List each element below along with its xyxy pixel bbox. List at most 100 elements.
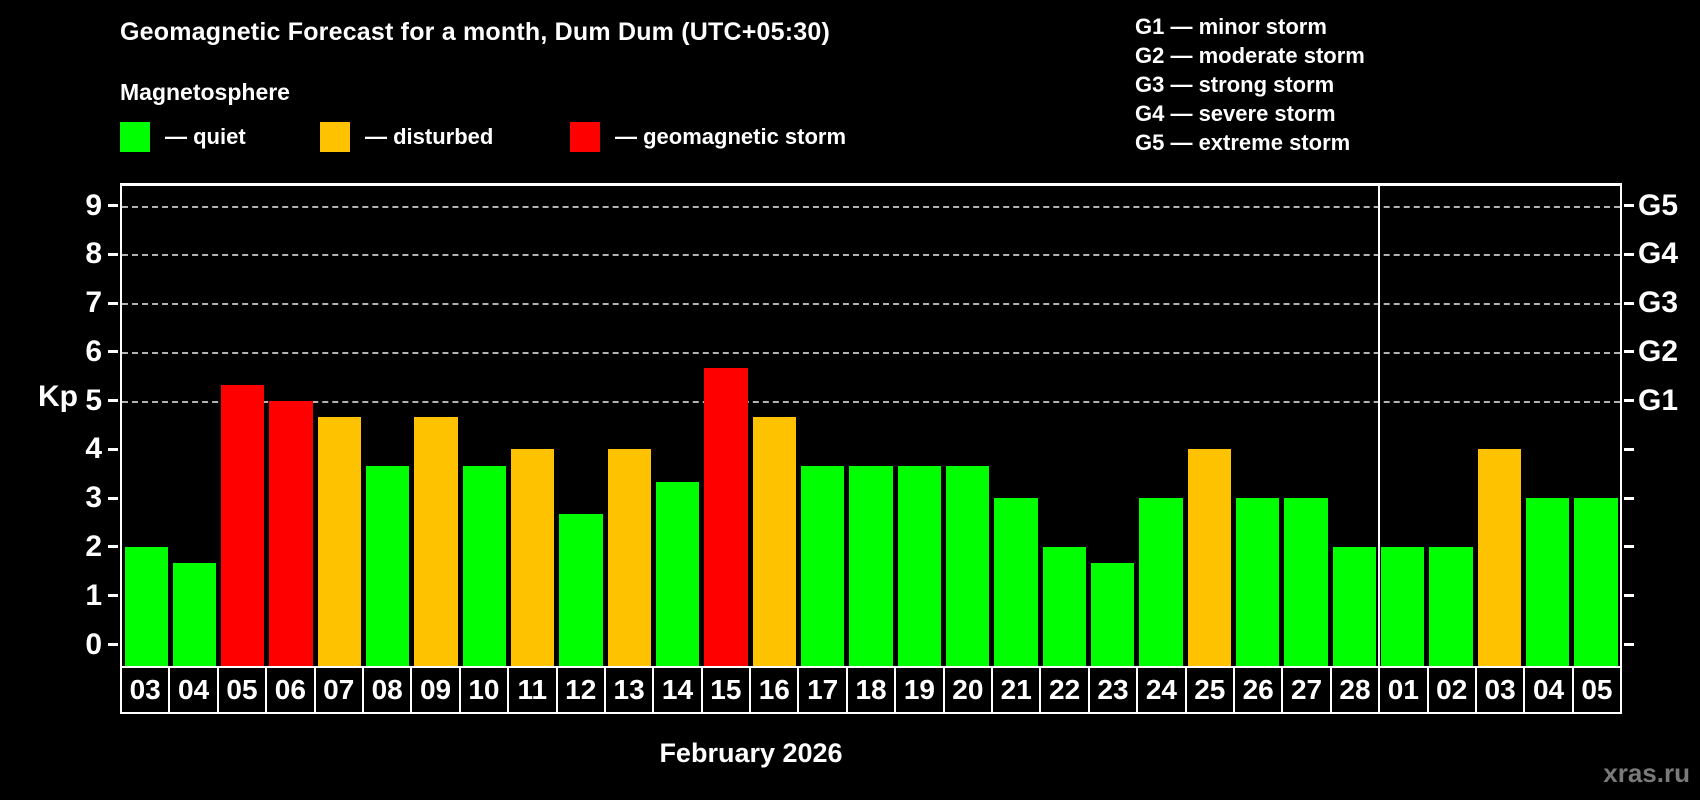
bar-slot-26 <box>1234 186 1282 666</box>
g-scale-label-g1: G1 <box>1638 383 1679 417</box>
y-tick-label-5: 5 <box>85 383 102 417</box>
kp-bar-day-11 <box>511 449 555 666</box>
bar-slot-10 <box>460 186 508 666</box>
kp-bar-day-02 <box>1429 546 1473 666</box>
y-tick-left-8 <box>108 252 118 256</box>
day-label-cell-mar-01: 01 <box>1378 666 1429 714</box>
bar-slot-12 <box>557 186 605 666</box>
gridline-kp6 <box>122 351 1620 354</box>
day-label-cell-feb-10: 10 <box>458 666 510 714</box>
bar-slot-05 <box>1572 186 1620 666</box>
y-tick-left-1 <box>108 594 118 598</box>
day-label-cell-feb-08: 08 <box>361 666 413 714</box>
kp-bar-day-03 <box>1477 449 1522 666</box>
day-label-cell-mar-03: 03 <box>1474 666 1526 714</box>
bar-slot-28 <box>1330 186 1378 666</box>
bar-slot-24 <box>1137 186 1185 666</box>
bar-slot-23 <box>1089 186 1137 666</box>
x-axis-day-labels: 03 04 05 06 07 08 09 10 11 12 13 14 15 16 17 18 19 20 21 22… <box>120 666 1623 714</box>
day-label-cell-feb-04: 04 <box>168 666 219 714</box>
chart-title: Geomagnetic Forecast for a month, Dum Du… <box>120 18 831 46</box>
bar-slot-22 <box>1040 186 1088 666</box>
kp-bar-day-23 <box>1091 563 1135 666</box>
gridline-kp5 <box>122 400 1620 403</box>
bars-container <box>122 186 1620 666</box>
day-label-cell-feb-22: 22 <box>1039 666 1090 714</box>
plot-inner: 0 1 2 3 4 5 6 7 8 9 G1 G2 G3 G4 G5 <box>85 186 1678 666</box>
y-tick-label-3: 3 <box>85 481 102 515</box>
y-tick-label-4: 4 <box>85 432 102 466</box>
day-label-cell-feb-14: 14 <box>652 666 703 714</box>
gridline-kp9 <box>122 205 1620 208</box>
y-tick-right-8 <box>1624 252 1634 256</box>
plot-area: 0 1 2 3 4 5 6 7 8 9 G1 G2 G3 G4 G5 <box>85 183 1678 668</box>
storm-scale-g2: G2 — moderate storm <box>1135 43 1365 68</box>
y-tick-left-5 <box>108 399 118 403</box>
month-separator <box>1378 186 1381 666</box>
chart-subtitle: Magnetosphere <box>120 79 290 105</box>
legend-label-storm: — geomagnetic storm <box>615 124 847 149</box>
gridline-kp7 <box>122 303 1620 306</box>
g-scale-label-g3: G3 <box>1638 286 1679 320</box>
kp-bar-day-12 <box>559 514 603 666</box>
bar-slot-11 <box>509 186 557 666</box>
kp-bar-day-17 <box>801 465 845 666</box>
y-tick-left-0 <box>108 643 118 647</box>
bar-slot-08 <box>364 186 412 666</box>
kp-bar-day-26 <box>1236 498 1280 666</box>
kp-bar-day-05 <box>221 384 265 666</box>
bar-slot-17 <box>799 186 847 666</box>
watermark: xras.ru <box>1603 758 1690 788</box>
kp-bar-day-04 <box>1526 498 1570 666</box>
legend-item-quiet: — quiet <box>120 121 246 153</box>
bar-slot-16 <box>750 186 798 666</box>
x-axis-title: February 2026 <box>659 738 843 768</box>
day-label-cell-feb-20: 20 <box>942 666 994 714</box>
kp-bar-day-08 <box>366 465 410 666</box>
bar-slot-06 <box>267 186 315 666</box>
y-tick-left-7 <box>108 301 118 305</box>
y-tick-right-1 <box>1624 594 1634 598</box>
bar-slot-20 <box>944 186 992 666</box>
y-tick-label-0: 0 <box>85 627 102 661</box>
legend-label-quiet: — quiet <box>165 124 246 149</box>
y-tick-label-9: 9 <box>85 188 102 222</box>
day-label-cell-feb-03: 03 <box>120 666 171 714</box>
y-tick-right-0 <box>1624 643 1634 647</box>
kp-bar-day-06 <box>269 400 313 666</box>
day-label-cell-mar-02: 02 <box>1426 666 1477 714</box>
day-label-cell-feb-17: 17 <box>797 666 848 714</box>
y-tick-right-7 <box>1624 301 1634 305</box>
storm-scale-g3: G3 — strong storm <box>1135 72 1335 97</box>
y-tick-left-3 <box>108 496 118 500</box>
day-label-cell-mar-05: 05 <box>1571 666 1623 714</box>
bar-slot-03 <box>122 186 170 666</box>
day-label-cell-feb-21: 21 <box>991 666 1042 714</box>
bar-slot-09 <box>412 186 460 666</box>
kp-bar-day-05 <box>1574 498 1618 666</box>
kp-bar-day-18 <box>849 465 893 666</box>
day-label-cell-mar-04: 04 <box>1523 666 1574 714</box>
y-axis-title: Kp <box>38 380 78 413</box>
y-tick-right-2 <box>1624 545 1634 549</box>
kp-bar-day-04 <box>172 563 217 666</box>
day-label-cell-feb-25: 25 <box>1184 666 1235 714</box>
gridline-kp8 <box>122 254 1620 257</box>
day-label-cell-feb-07: 07 <box>313 666 364 714</box>
day-label-cell-feb-15: 15 <box>700 666 752 714</box>
bar-slot-04 <box>1524 186 1572 666</box>
kp-bar-day-07 <box>317 416 362 666</box>
bar-slot-03 <box>1475 186 1523 666</box>
day-label-cell-feb-06: 06 <box>265 666 316 714</box>
y-tick-left-6 <box>108 350 118 354</box>
day-label-cell-feb-05: 05 <box>216 666 268 714</box>
day-label-cell-feb-26: 26 <box>1232 666 1284 714</box>
kp-bar-day-10 <box>462 465 507 666</box>
kp-bar-day-19 <box>897 465 942 666</box>
day-label-cell-feb-18: 18 <box>845 666 897 714</box>
day-label-cell-feb-11: 11 <box>507 666 558 714</box>
bar-slot-21 <box>992 186 1040 666</box>
kp-bar-day-14 <box>656 482 700 666</box>
storm-scale-legend: G1 — minor storm G2 — moderate storm G3 … <box>1135 12 1365 157</box>
